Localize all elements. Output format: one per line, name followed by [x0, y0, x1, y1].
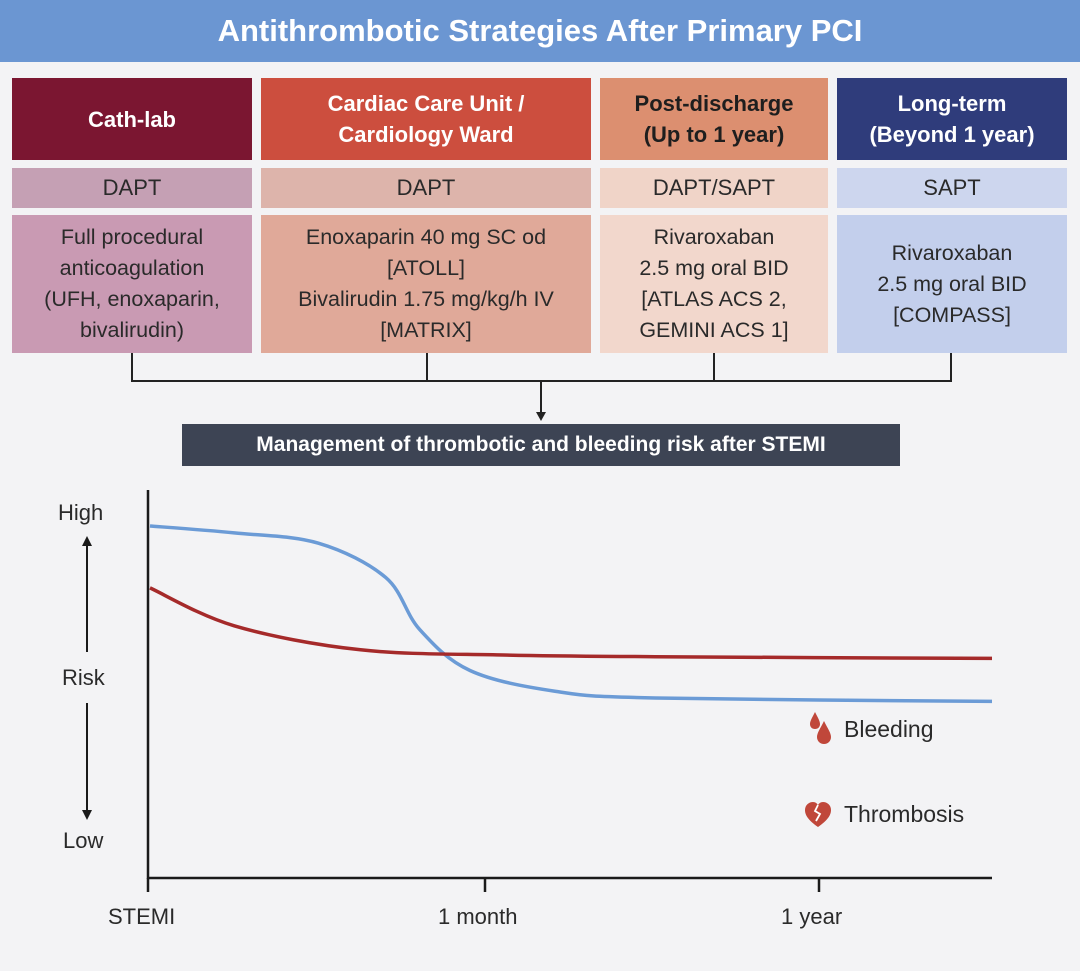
- therapy-label-post-discharge: DAPT/SAPT: [600, 168, 828, 208]
- y-label-risk: Risk: [62, 665, 105, 690]
- detail-box-cath-lab: Full procedural anticoagulation (UFH, en…: [12, 215, 252, 353]
- arrow-down-icon: [82, 810, 92, 820]
- therapy-label-cath-lab: DAPT: [12, 168, 252, 208]
- arrow-down-icon: [536, 412, 546, 421]
- blood-drops-icon: [810, 712, 831, 744]
- detail-box-cardiac-care-unit: Enoxaparin 40 mg SC od [ATOLL] Bivalirud…: [261, 215, 591, 353]
- y-label-low: Low: [63, 828, 104, 853]
- therapy-label-long-term: SAPT: [837, 168, 1067, 208]
- legend-label-bleeding: Bleeding: [844, 716, 934, 742]
- thrombosis-series-line: [149, 524, 993, 704]
- title-bar: Antithrombotic Strategies After Primary …: [0, 0, 1080, 62]
- therapy-label-cardiac-care-unit: DAPT: [261, 168, 591, 208]
- detail-box-long-term: Rivaroxaban 2.5 mg oral BID [COMPASS]: [837, 215, 1067, 353]
- x-tick-label-stemi: STEMI: [108, 904, 176, 929]
- management-banner: Management of thrombotic and bleeding ri…: [182, 424, 900, 466]
- legend-label-thrombosis: Thrombosis: [844, 801, 965, 827]
- phase-header-cath-lab: Cath-lab: [12, 78, 252, 160]
- phase-header-long-term: Long-term (Beyond 1 year): [837, 78, 1067, 160]
- phase-header-cardiac-care-unit: Cardiac Care Unit / Cardiology Ward: [261, 78, 591, 160]
- background-panel: [0, 62, 1080, 971]
- x-tick-label-1-year: 1 year: [781, 904, 843, 929]
- arrow-up-icon: [82, 536, 92, 546]
- detail-box-post-discharge: Rivaroxaban 2.5 mg oral BID [ATLAS ACS 2…: [600, 215, 828, 353]
- phase-header-post-discharge: Post-discharge (Up to 1 year): [600, 78, 828, 160]
- x-tick-label-1-month: 1 month: [438, 904, 518, 929]
- bleeding-series-line: [149, 586, 993, 661]
- broken-heart-icon: [805, 802, 831, 827]
- page-title: Antithrombotic Strategies After Primary …: [217, 13, 863, 48]
- y-label-high: High: [58, 500, 104, 525]
